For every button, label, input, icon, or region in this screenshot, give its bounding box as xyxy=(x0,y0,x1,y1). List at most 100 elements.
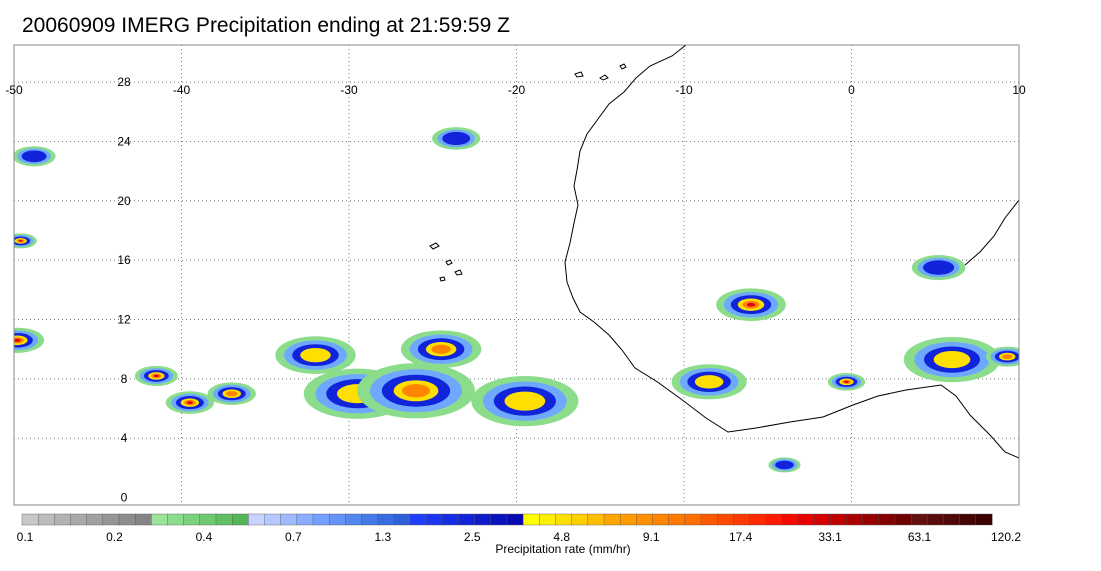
colorbar-swatch xyxy=(70,513,88,526)
colorbar-swatch xyxy=(458,513,476,526)
precip-cell xyxy=(14,233,37,249)
longitude-tick: 10 xyxy=(1012,83,1026,97)
precip-cell xyxy=(400,330,482,369)
latitude-tick: 28 xyxy=(117,75,131,89)
precip-cell xyxy=(275,336,356,374)
precip-cell xyxy=(207,382,256,406)
latitude-tick-labels: 28 24 20 16 12 8 4 0 xyxy=(117,75,131,504)
precip-contour xyxy=(504,391,546,411)
colorbar-swatch xyxy=(652,513,670,526)
latitude-tick: 0 xyxy=(121,491,128,505)
colorbar-swatch xyxy=(345,513,363,526)
colorbar-swatch xyxy=(151,513,168,526)
colorbar-tick: 0.7 xyxy=(285,530,302,544)
colorbar-swatch xyxy=(442,513,460,526)
colorbar-swatch xyxy=(37,513,55,526)
africa-coastline xyxy=(564,45,1019,459)
longitude-tick: 0 xyxy=(848,83,855,97)
precip-contour xyxy=(14,338,21,342)
precip-contour xyxy=(21,150,47,163)
precip-cell xyxy=(432,127,481,150)
colorbar-swatch xyxy=(296,513,314,526)
colorbar-swatch xyxy=(910,513,928,526)
precip-cell xyxy=(768,457,801,473)
colorbar-swatch xyxy=(700,513,718,526)
colorbar-swatch xyxy=(894,513,912,526)
colorbar-swatch xyxy=(571,513,589,526)
colorbar-swatch xyxy=(231,513,249,526)
colorbar-tick: 0.4 xyxy=(196,530,213,544)
colorbar-swatch xyxy=(797,513,815,526)
colorbar-swatch xyxy=(280,513,298,526)
longitude-tick: -10 xyxy=(675,83,693,97)
colorbar-tick: 0.2 xyxy=(106,530,123,544)
colorbar-tick-labels: 0.1 0.2 0.4 0.7 1.3 2.5 4.8 9.1 17.4 33.1 63.1 120.… xyxy=(17,530,1022,544)
colorbar-swatch xyxy=(636,513,653,526)
plot-frame xyxy=(13,44,1020,506)
colorbar-swatch xyxy=(490,513,508,526)
precip-contour xyxy=(844,380,849,383)
precip-contour xyxy=(401,384,431,398)
precip-cell xyxy=(471,376,579,427)
cape-verde-islands xyxy=(429,242,463,282)
precip-contour xyxy=(431,344,451,354)
map-gridlines xyxy=(14,45,1019,505)
colorbar-tick: 33.1 xyxy=(818,530,842,544)
colorbar-tick: 1.3 xyxy=(374,530,391,544)
colorbar-swatch xyxy=(813,513,831,526)
colorbar-label: Precipitation rate (mm/hr) xyxy=(495,542,631,556)
colorbar-swatch xyxy=(248,513,265,526)
precip-cell xyxy=(14,146,56,167)
colorbar-swatch xyxy=(830,513,847,526)
colorbar-swatch xyxy=(21,513,39,526)
colorbar-tick: 2.5 xyxy=(464,530,481,544)
colorbar-swatch xyxy=(684,513,702,526)
colorbar-tick: 63.1 xyxy=(908,530,932,544)
colorbar-tick: 9.1 xyxy=(643,530,660,544)
precip-cell xyxy=(716,288,786,322)
colorbar-swatch xyxy=(86,513,104,526)
longitude-tick: -20 xyxy=(508,83,526,97)
colorbar-swatch xyxy=(619,513,637,526)
colorbar-swatch xyxy=(522,513,540,526)
precip-contour xyxy=(923,260,955,275)
colorbar-swatch xyxy=(846,513,864,526)
colorbar-swatch xyxy=(134,513,152,526)
colorbar-swatch xyxy=(603,513,621,526)
latitude-tick: 8 xyxy=(121,372,128,386)
colorbar-swatch xyxy=(474,513,492,526)
colorbar-swatch xyxy=(167,513,185,526)
coastline xyxy=(429,45,1019,459)
precip-contour xyxy=(225,390,238,397)
colorbar-swatch xyxy=(878,513,896,526)
precip-cell xyxy=(14,327,45,353)
precip-cell xyxy=(165,391,214,414)
colorbar-tick: 0.1 xyxy=(17,530,34,544)
precip-contour xyxy=(775,460,794,470)
colorbar-swatch xyxy=(328,513,346,526)
precip-cell xyxy=(985,346,1019,367)
precip-contour xyxy=(746,302,756,307)
colorbar-swatch xyxy=(733,513,750,526)
colorbar-swatch xyxy=(199,513,217,526)
precip-contour xyxy=(694,375,724,389)
precip-contour xyxy=(186,401,193,404)
precip-contour xyxy=(300,347,331,363)
longitude-tick: -30 xyxy=(340,83,358,97)
colorbar xyxy=(21,513,993,526)
latitude-tick: 20 xyxy=(117,194,131,208)
latitude-tick: 16 xyxy=(117,253,131,267)
latitude-tick: 12 xyxy=(117,313,131,327)
colorbar-swatch xyxy=(862,513,880,526)
precip-contour xyxy=(442,131,471,146)
colorbar-tick: 120.2 xyxy=(991,530,1021,544)
colorbar-swatch xyxy=(765,513,783,526)
colorbar-swatch xyxy=(102,513,120,526)
colorbar-swatch xyxy=(943,513,961,526)
colorbar-swatch xyxy=(959,513,977,526)
colorbar-swatch xyxy=(716,513,734,526)
colorbar-swatch xyxy=(506,513,524,526)
precip-contour xyxy=(153,374,159,378)
colorbar-swatch xyxy=(425,513,443,526)
